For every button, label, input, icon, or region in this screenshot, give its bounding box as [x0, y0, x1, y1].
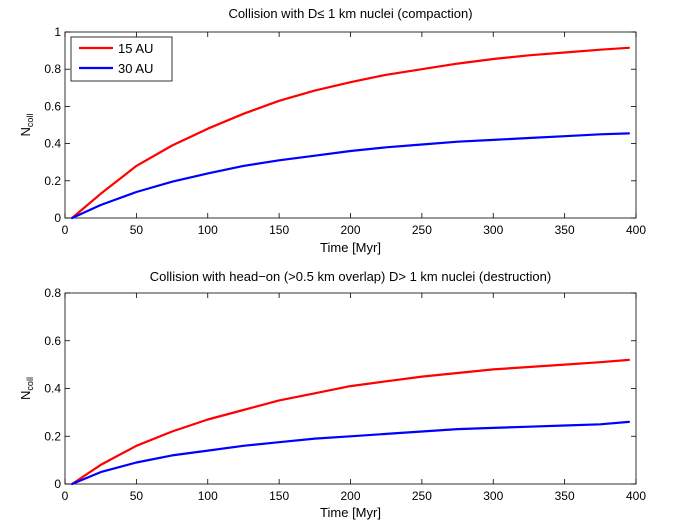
chart-2-x-axis-label: Time [Myr] — [320, 505, 381, 520]
chart-2-x-tick-label: 0 — [62, 489, 69, 503]
chart-1-x-tick-label: 250 — [412, 223, 432, 237]
chart-1-series-2-line — [70, 132, 631, 220]
chart-2-y-tick-label: 0.2 — [44, 429, 61, 443]
chart-1-x-tick-label: 0 — [62, 223, 69, 237]
chart-2-y-axis-label-main: N — [18, 391, 33, 400]
chart-2-x-tick-label: 200 — [340, 489, 360, 503]
chart-2-y-axis-label: Ncoll — [18, 377, 35, 400]
chart-2: 0 50 100 150 200 250 300 350 400 0 0.2 0.4 0.6 0.8 Col… — [18, 269, 646, 520]
chart-2-x-tick-label: 150 — [269, 489, 289, 503]
chart-2-x-tick-label: 400 — [626, 489, 646, 503]
chart-1-x-tick-label: 300 — [483, 223, 503, 237]
chart-1-x-tick-label: 100 — [198, 223, 218, 237]
chart-1-x-axis-label: Time [Myr] — [320, 240, 381, 255]
chart-1-legend: 15 AU 30 AU — [70, 36, 173, 82]
chart-2-series-2-line — [70, 420, 631, 486]
chart-1-y-tick-label: 0.4 — [44, 137, 61, 151]
chart-1-series-1-line — [70, 46, 631, 220]
chart-1-y-tick-label: 0.6 — [44, 99, 61, 113]
chart-2-y-tick-label: 0.8 — [44, 286, 61, 300]
chart-2-y-tick-label: 0.6 — [44, 334, 61, 348]
chart-2-plot-area — [64, 292, 637, 485]
chart-2-x-tick-label: 50 — [130, 489, 144, 503]
chart-2-x-tick-label: 250 — [412, 489, 432, 503]
chart-1-y-tick-label: 0.8 — [44, 62, 61, 76]
chart-1-x-tick-label: 350 — [555, 223, 575, 237]
chart-1-x-tick-label: 150 — [269, 223, 289, 237]
chart-2-y-axis-label-sub: coll — [25, 377, 35, 391]
chart-2-x-tick-label: 100 — [198, 489, 218, 503]
chart-2-x-tick-label: 350 — [555, 489, 575, 503]
chart-1-legend-label-2: 30 AU — [118, 61, 153, 76]
chart-1-y-axis-label: Ncoll — [18, 114, 35, 137]
chart-1-legend-label-1: 15 AU — [118, 41, 153, 56]
chart-2-y-tick-label: 0 — [54, 477, 61, 491]
chart-1-x-tick-label: 50 — [130, 223, 144, 237]
chart-1-y-axis-label-main: N — [18, 127, 33, 136]
chart-1-y-axis-label-sub: coll — [25, 114, 35, 128]
chart-1-y-tick-label: 0 — [54, 211, 61, 225]
chart-1-legend-box — [70, 36, 173, 82]
chart-1-y-tick-label: 1 — [54, 25, 61, 39]
chart-1: 0 50 100 150 200 250 300 350 400 0 0.2 0.4 0.6 0.8 1 Co… — [18, 6, 646, 255]
chart-1-y-tick-label: 0.2 — [44, 174, 61, 188]
chart-1-x-tick-label: 200 — [340, 223, 360, 237]
chart-1-x-tick-label: 400 — [626, 223, 646, 237]
chart-2-y-tick-label: 0.4 — [44, 382, 61, 396]
chart-2-series-1-line — [70, 358, 631, 486]
chart-2-title: Collision with head−on (>0.5 km overlap)… — [150, 269, 551, 284]
chart-1-title: Collision with D≤ 1 km nuclei (compactio… — [228, 6, 472, 21]
chart-2-x-tick-label: 300 — [483, 489, 503, 503]
